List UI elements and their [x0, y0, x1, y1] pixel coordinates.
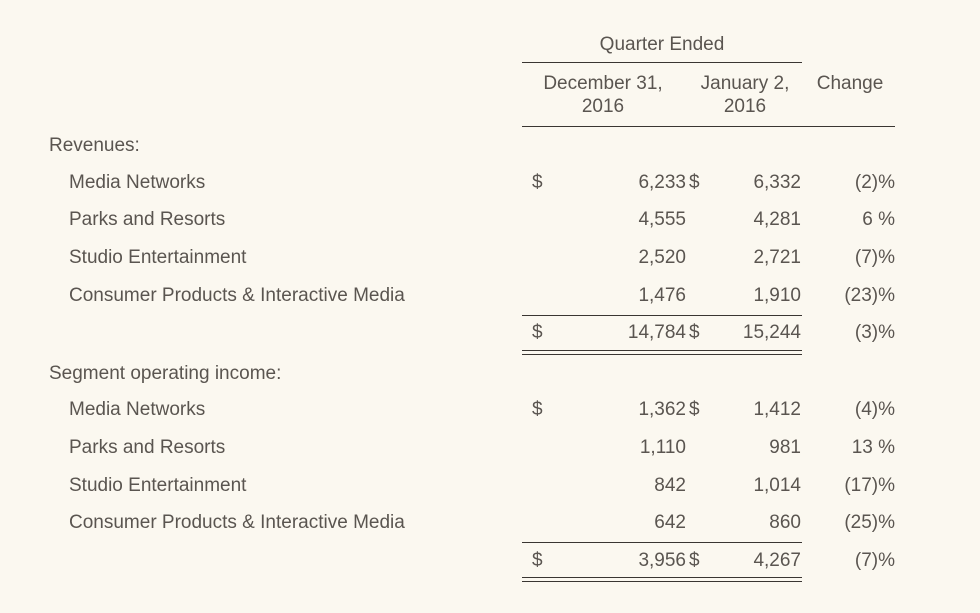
dollar-sign: $ — [689, 172, 700, 193]
dollar-sign: $ — [689, 399, 700, 420]
value-change: (17)% — [844, 475, 895, 496]
value-change: (7)% — [854, 247, 895, 268]
value-current: 642 — [654, 512, 686, 533]
value-current: 6,233 — [638, 172, 686, 193]
col1-heading-line1: December 31, — [543, 73, 663, 94]
value-current: 842 — [654, 475, 686, 496]
value-change: (7)% — [854, 550, 895, 571]
header-bottom-rule — [522, 126, 895, 127]
col2-heading-line1: January 2, — [700, 73, 790, 94]
value-current: 14,784 — [627, 322, 686, 343]
value-prior: 2,721 — [753, 247, 801, 268]
value-change: (4)% — [854, 399, 895, 420]
value-prior: 15,244 — [742, 322, 801, 343]
value-change: (23)% — [844, 285, 895, 306]
dollar-sign: $ — [532, 172, 543, 193]
col1-heading-line2: 2016 — [581, 96, 625, 117]
header-rule — [522, 62, 802, 63]
row-label: Studio Entertainment — [69, 247, 247, 268]
value-current: 1,110 — [639, 437, 686, 458]
section-title: Segment operating income: — [49, 363, 282, 384]
value-prior: 981 — [769, 437, 801, 458]
value-current: 4,555 — [638, 209, 686, 230]
value-change: (2)% — [854, 172, 895, 193]
row-label: Media Networks — [69, 172, 206, 193]
section-title: Revenues: — [49, 135, 140, 156]
value-prior: 4,267 — [753, 550, 801, 571]
value-current: 1,362 — [638, 399, 686, 420]
value-prior: 1,014 — [753, 475, 801, 496]
value-prior: 860 — [769, 512, 801, 533]
value-prior: 1,412 — [753, 399, 801, 420]
quarter-ended-heading: Quarter Ended — [599, 34, 725, 55]
subtotal-rule — [522, 315, 802, 316]
row-label: Parks and Resorts — [69, 437, 226, 458]
value-prior: 1,910 — [753, 285, 801, 306]
subtotal-rule — [522, 542, 802, 543]
dollar-sign: $ — [532, 399, 543, 420]
value-change: (25)% — [844, 512, 895, 533]
dollar-sign: $ — [532, 550, 543, 571]
value-change: (3)% — [854, 322, 895, 343]
dollar-sign: $ — [689, 322, 700, 343]
row-label: Parks and Resorts — [69, 209, 226, 230]
change-heading: Change — [816, 73, 884, 94]
total-double-rule — [522, 577, 802, 582]
value-current: 2,520 — [638, 247, 686, 268]
total-double-rule — [522, 350, 802, 355]
value-prior: 6,332 — [753, 172, 801, 193]
dollar-sign: $ — [532, 322, 543, 343]
value-current: 1,476 — [638, 285, 686, 306]
value-change: 13 % — [851, 437, 895, 458]
dollar-sign: $ — [689, 550, 700, 571]
value-prior: 4,281 — [753, 209, 801, 230]
value-current: 3,956 — [638, 550, 686, 571]
col2-heading-line2: 2016 — [723, 96, 767, 117]
row-label: Media Networks — [69, 399, 206, 420]
row-label: Consumer Products & Interactive Media — [69, 285, 405, 306]
row-label: Consumer Products & Interactive Media — [69, 512, 405, 533]
value-change: 6 % — [862, 209, 895, 230]
row-label: Studio Entertainment — [69, 475, 247, 496]
